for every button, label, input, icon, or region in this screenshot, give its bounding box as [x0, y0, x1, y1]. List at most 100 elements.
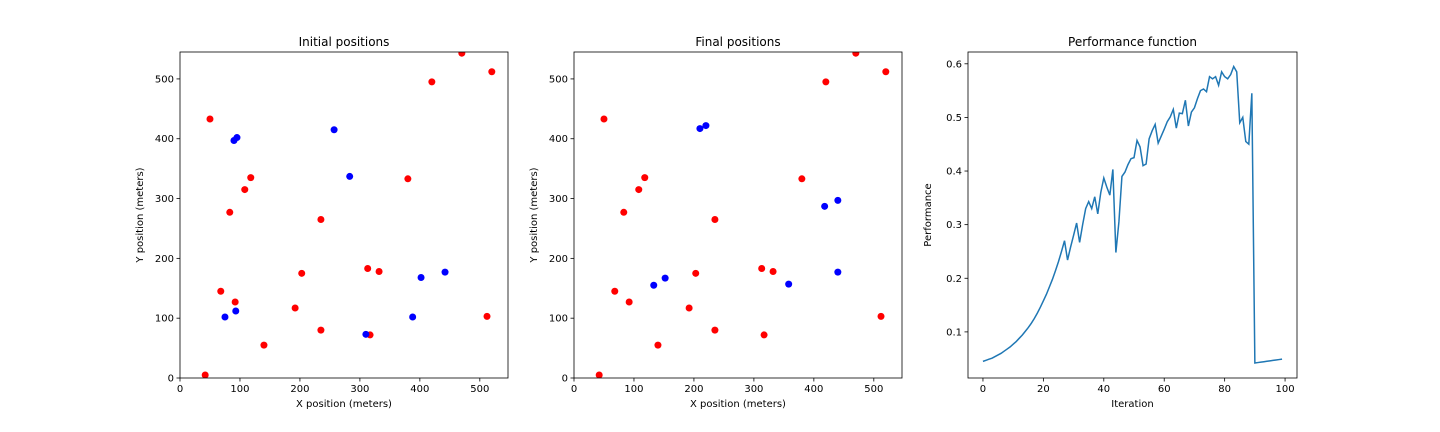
scatter-point — [661, 274, 669, 282]
scatter-point — [711, 326, 719, 334]
y-tick-label: 100 — [549, 314, 568, 325]
scatter-point — [760, 331, 768, 339]
y-tick-label: 400 — [155, 134, 174, 145]
scatter-point — [441, 268, 449, 276]
scatter-point — [769, 268, 777, 276]
line — [982, 64, 1283, 364]
y-axis-label: Y position (meters) — [135, 167, 146, 263]
x-tick-label: 500 — [864, 384, 883, 395]
y-tick-label: 0.2 — [946, 274, 962, 285]
y-tick-label: 0.5 — [946, 113, 962, 124]
y-axis-label: Y position (meters) — [529, 167, 540, 263]
scatter-point — [221, 313, 229, 321]
x-tick-label: 200 — [684, 384, 703, 395]
scatter-point — [364, 265, 372, 273]
scatter-point — [625, 298, 633, 306]
scatter-point — [650, 281, 658, 289]
x-tick-label: 400 — [804, 384, 823, 395]
chart-title: Final positions — [695, 35, 780, 49]
scatter-point — [247, 174, 255, 182]
scatter-point — [702, 122, 710, 130]
y-tick-label: 200 — [155, 254, 174, 265]
y-tick-label: 0 — [168, 374, 174, 385]
axes-frame — [573, 51, 903, 379]
scatter-point — [834, 268, 842, 276]
axes-frame — [967, 51, 1298, 379]
axes-background — [180, 52, 508, 378]
scatter-point — [417, 274, 425, 282]
x-axis-label: X position (meters) — [690, 399, 786, 410]
x-tick-label: 200 — [290, 384, 309, 395]
x-tick-label: 300 — [350, 384, 369, 395]
scatter-point — [483, 312, 491, 320]
scatter-point — [458, 52, 466, 57]
scatter-point — [758, 265, 766, 273]
y-tick-label: 0 — [562, 374, 568, 385]
axes-background — [968, 52, 1297, 378]
y-tick-label: 300 — [155, 194, 174, 205]
scatter-point — [834, 196, 842, 204]
scatter-point — [821, 202, 829, 210]
y-tick-label: 100 — [155, 314, 174, 325]
scatter-point — [641, 174, 649, 182]
scatter-point — [600, 115, 608, 123]
y-tick-label: 200 — [549, 254, 568, 265]
scatter-point — [611, 287, 619, 295]
scatter-point — [226, 208, 234, 216]
y-tick-label: 300 — [549, 194, 568, 205]
scatter-point — [330, 126, 338, 134]
y-tick-label: 0.1 — [946, 327, 962, 338]
scatter-point — [882, 68, 890, 76]
x-tick-label: 80 — [1218, 384, 1231, 395]
x-axis-label: Iteration — [1111, 399, 1153, 410]
x-tick-label: 100 — [624, 384, 643, 395]
x-tick-label: 400 — [410, 384, 429, 395]
scatter-point — [375, 268, 383, 276]
scatter-point — [206, 115, 214, 123]
scatter-point — [346, 172, 354, 180]
x-tick-label: 40 — [1097, 384, 1110, 395]
scatter-point — [317, 215, 325, 223]
scatter-point — [217, 287, 225, 295]
scatter-point — [852, 52, 860, 57]
scatter-point — [260, 341, 268, 349]
scatter-point — [685, 304, 693, 312]
scatter-point — [711, 215, 719, 223]
y-tick-label: 0.4 — [946, 167, 962, 178]
y-tick-label: 500 — [549, 74, 568, 85]
scatter-point — [241, 186, 249, 194]
scatter-point — [428, 78, 436, 86]
scatter-point — [488, 68, 496, 76]
x-axis-label: X position (meters) — [296, 399, 392, 410]
scatter-point — [696, 125, 704, 133]
y-tick-label: 400 — [549, 134, 568, 145]
scatter-point — [595, 371, 603, 378]
scatter-point — [635, 186, 643, 194]
x-tick-label: 100 — [1276, 384, 1295, 395]
scatter-point — [409, 313, 417, 321]
scatter-point — [291, 304, 299, 312]
y-tick-label: 500 — [155, 74, 174, 85]
axes-frame — [179, 51, 509, 379]
scatter-point — [362, 330, 370, 338]
scatter-point — [877, 312, 885, 320]
x-tick-label: 0 — [571, 384, 577, 395]
y-axis-label: Performance — [923, 183, 934, 246]
scatter-point — [201, 371, 209, 378]
x-tick-label: 500 — [470, 384, 489, 395]
y-tick-label: 0.3 — [946, 220, 962, 231]
scatter-point — [317, 326, 325, 334]
axes-background — [574, 52, 902, 378]
scatter-point — [822, 78, 830, 86]
scatter-point — [692, 269, 700, 277]
scatter-point — [785, 280, 793, 288]
scatter-point — [232, 307, 240, 315]
scatter-point — [233, 134, 241, 142]
scatter-point — [298, 269, 306, 277]
scatter-point — [654, 341, 662, 349]
x-tick-label: 300 — [744, 384, 763, 395]
chart-title: Performance function — [1068, 35, 1197, 49]
x-tick-label: 60 — [1158, 384, 1171, 395]
scatter-point — [231, 298, 239, 306]
